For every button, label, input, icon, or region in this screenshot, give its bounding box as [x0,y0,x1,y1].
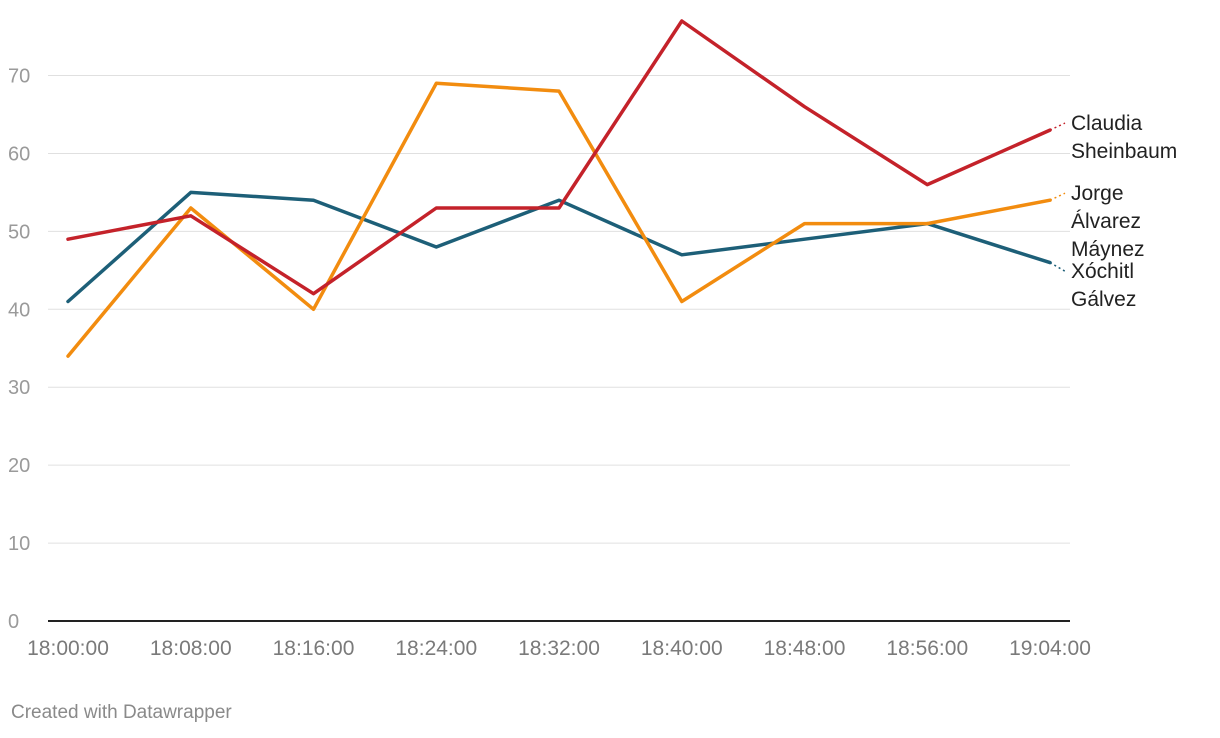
x-tick-label-7: 18:56:00 [886,637,968,660]
x-tick-label-6: 18:48:00 [764,637,846,660]
series-line-1 [66,81,1052,358]
x-tick-label-0: 18:00:00 [27,637,109,660]
series-line-2 [66,19,1052,296]
y-tick-label-70: 70 [8,66,30,88]
series-label-0-line-1: Gálvez [1071,288,1136,311]
series-label-1-line-0: Jorge [1071,182,1124,205]
x-tick-label-1: 18:08:00 [150,637,232,660]
series-label-1-line-2: Máynez [1071,238,1145,261]
series-label-2-line-0: Claudia [1071,112,1143,135]
x-tick-label-3: 18:24:00 [395,637,477,660]
label-connector-1 [1049,192,1066,201]
x-tick-label-4: 18:32:00 [518,637,600,660]
series-label-1-line-1: Álvarez [1071,210,1141,233]
y-tick-label-40: 40 [8,299,30,321]
series-line-0 [66,190,1052,304]
series-label-0-line-0: Xóchitl [1071,260,1134,283]
x-tick-label-8: 19:04:00 [1009,637,1091,660]
y-tick-label-50: 50 [8,221,30,243]
y-tick-label-20: 20 [8,455,30,477]
label-connector-0 [1049,261,1066,272]
y-tick-label-0: 0 [8,611,19,633]
datawrapper-credit: Created with Datawrapper [11,702,232,723]
x-tick-label-2: 18:16:00 [273,637,355,660]
y-tick-label-60: 60 [8,143,30,165]
x-tick-label-5: 18:40:00 [641,637,723,660]
series-label-2-line-1: Sheinbaum [1071,140,1177,163]
y-tick-label-10: 10 [8,533,30,555]
y-tick-label-30: 30 [8,377,30,399]
label-connector-2 [1049,122,1066,131]
